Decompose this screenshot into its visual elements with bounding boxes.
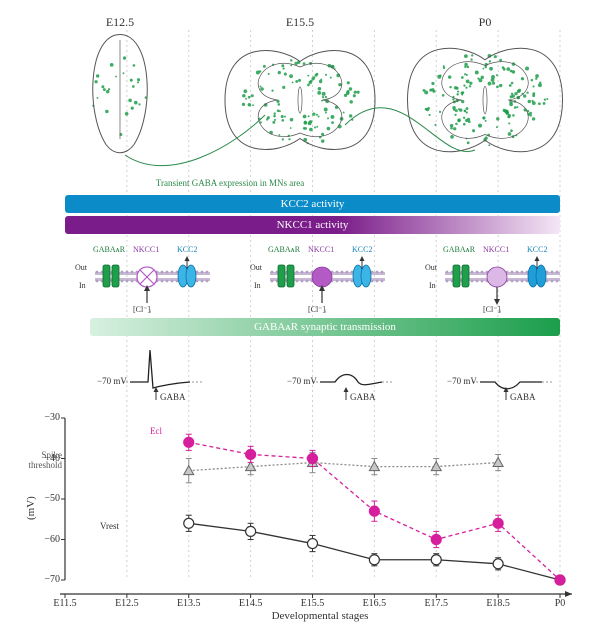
- xtick: E14.5: [231, 598, 271, 609]
- gaba-caption: Transient GABA expression in MNs area: [100, 178, 360, 188]
- ytick: −40: [30, 453, 60, 464]
- kcc2-band-label: KCC2 activity: [281, 198, 345, 210]
- membrane-text: GABAᴀR: [268, 245, 300, 254]
- trace-vlabel: −70 mV: [287, 376, 317, 386]
- nkcc1-band: NKCC1 activity: [65, 216, 560, 234]
- nkcc1-band-label: NKCC1 activity: [277, 219, 349, 231]
- trace-gaba-label: GABA: [160, 392, 186, 402]
- membrane-text: [Cl⁻]ᵢ: [133, 305, 151, 314]
- membrane-text: In: [79, 281, 86, 290]
- kcc2-band: KCC2 activity: [65, 195, 560, 213]
- membrane-text: NKCC1: [308, 245, 334, 254]
- xtick: E18.5: [478, 598, 518, 609]
- trace-gaba-label: GABA: [510, 392, 536, 402]
- membrane-text: NKCC1: [483, 245, 509, 254]
- membrane-text: KCC2: [527, 245, 547, 254]
- xtick: E12.5: [107, 598, 147, 609]
- xtick: E17.5: [416, 598, 456, 609]
- gabar-band: GABAᴀR synaptic transmission: [90, 318, 560, 336]
- trace-vlabel: −70 mV: [97, 376, 127, 386]
- trace-gaba-label: GABA: [350, 392, 376, 402]
- trace-vlabel: −70 mV: [447, 376, 477, 386]
- membrane-text: Out: [75, 263, 87, 272]
- membrane-text: [Cl⁻]ᵢ: [483, 305, 501, 314]
- ytick: −70: [30, 574, 60, 585]
- membrane-text: Out: [425, 263, 437, 272]
- membrane-text: Out: [250, 263, 262, 272]
- ytick: −50: [30, 493, 60, 504]
- xtick: E16.5: [354, 598, 394, 609]
- ytick: −30: [30, 412, 60, 423]
- membrane-text: GABAᴀR: [93, 245, 125, 254]
- membrane-text: GABAᴀR: [443, 245, 475, 254]
- membrane-text: KCC2: [177, 245, 197, 254]
- xtick: E11.5: [45, 598, 85, 609]
- xtick: E13.5: [169, 598, 209, 609]
- ecl-label: Ecl: [150, 426, 162, 436]
- gabar-band-label: GABAᴀR synaptic transmission: [254, 321, 396, 333]
- membrane-text: KCC2: [352, 245, 372, 254]
- ytick: −60: [30, 534, 60, 545]
- vrest-label: Vrest: [100, 521, 119, 531]
- membrane-text: NKCC1: [133, 245, 159, 254]
- figure-svg: [0, 0, 600, 629]
- membrane-text: In: [254, 281, 261, 290]
- xtick: E15.5: [293, 598, 333, 609]
- stage-label-p0: P0: [455, 15, 515, 30]
- chart-xlabel: Developmental stages: [230, 610, 410, 622]
- stage-label-e155: E15.5: [270, 15, 330, 30]
- stage-label-e125: E12.5: [90, 15, 150, 30]
- membrane-text: [Cl⁻]ᵢ: [308, 305, 326, 314]
- membrane-text: In: [429, 281, 436, 290]
- xtick: P0: [540, 598, 580, 609]
